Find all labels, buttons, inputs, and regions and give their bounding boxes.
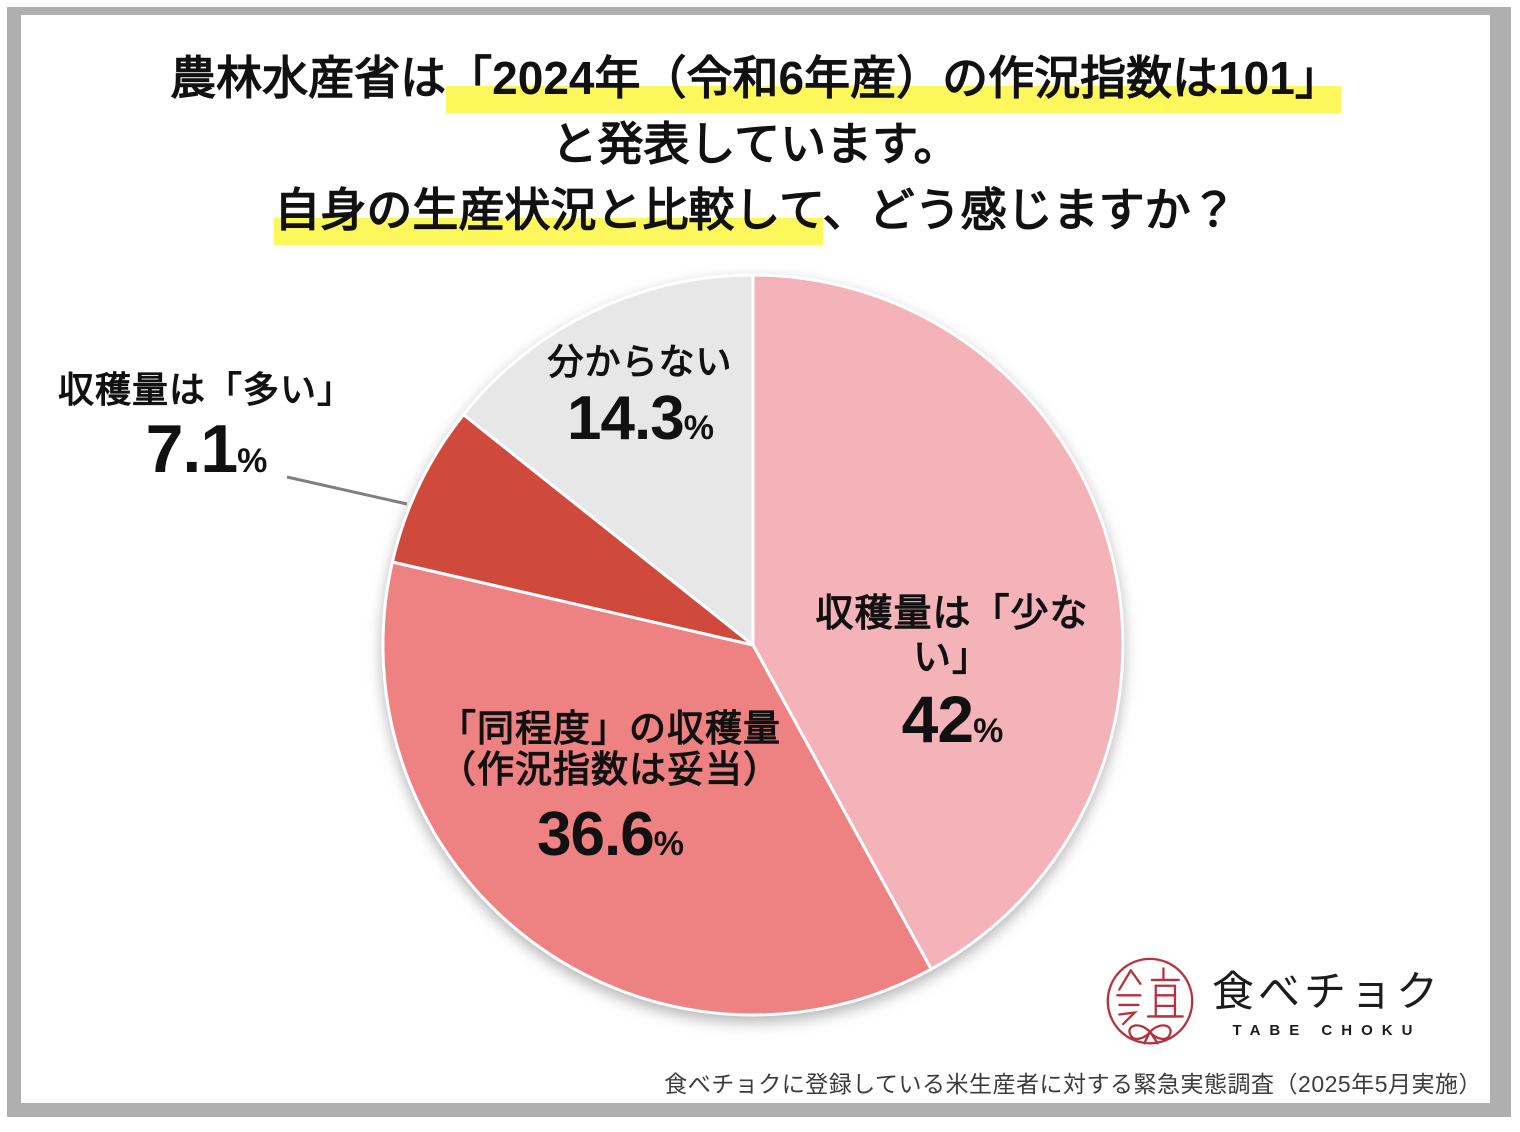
tabechoku-logo-text: 食べチョク TABE CHOKU bbox=[1212, 968, 1442, 1039]
slice-label-more-text: 収穫量は「多い」 bbox=[57, 369, 354, 410]
slice-label-unknown-text: 分からない bbox=[547, 341, 733, 382]
slice-label-less-value: 42% bbox=[901, 682, 1004, 756]
title-line3-highlighted: 自身の生産状況と比較して bbox=[274, 184, 823, 245]
logo-subname: TABE CHOKU bbox=[1232, 1021, 1422, 1039]
pie-slice-0 bbox=[751, 273, 1125, 971]
pie-chart: 分からない 14.3% 収穫量は「少ない」 42% 「同程度」の収穫量 （作況指… bbox=[21, 240, 1490, 1103]
page-title: 農林水産省は「2024年（令和6年産）の作況指数は101」 と発表しています。 … bbox=[21, 45, 1490, 245]
infographic-card: 農林水産省は「2024年（令和6年産）の作況指数は101」 と発表しています。 … bbox=[21, 15, 1490, 1103]
percent-sign: % bbox=[653, 825, 684, 863]
title-line-1: 農林水産省は「2024年（令和6年産）の作況指数は101」 bbox=[21, 45, 1490, 113]
slice-label-less-text: 収穫量は「少ない」 bbox=[815, 593, 1089, 679]
leader-line-more-slice bbox=[286, 475, 408, 506]
tabechoku-logo: 食べチョク TABE CHOKU bbox=[1102, 955, 1442, 1051]
title-line1-prefix: 農林水産省は bbox=[170, 52, 447, 104]
pie-slice-3 bbox=[462, 273, 755, 647]
pie-chart-svg bbox=[286, 273, 1125, 1017]
slice-label-more: 収穫量は「多い」 7.1% bbox=[51, 368, 361, 486]
pie-slices bbox=[381, 273, 1125, 1017]
slice-label-same-text-line1: 「同程度」の収穫量 bbox=[439, 708, 781, 749]
slice-label-same-text-line2: （作況指数は妥当） bbox=[439, 749, 781, 790]
percent-sign: % bbox=[973, 712, 1003, 750]
slice-label-same: 「同程度」の収穫量 （作況指数は妥当） 36.6% bbox=[435, 708, 785, 870]
tabechoku-logo-mark bbox=[1106, 957, 1194, 1045]
title-line-3: 自身の生産状況と比較して、どう感じますか？ bbox=[21, 177, 1490, 245]
pie-slice-1 bbox=[381, 560, 933, 1017]
slice-label-less: 収穫量は「少ない」 42% bbox=[787, 592, 1117, 758]
percent-sign: % bbox=[683, 409, 714, 447]
slice-label-unknown-value: 14.3% bbox=[567, 384, 714, 453]
title-line-2: と発表しています。 bbox=[551, 118, 960, 170]
slice-label-same-value: 36.6% bbox=[537, 800, 684, 869]
logo-name: 食べチョク bbox=[1211, 967, 1442, 1015]
slice-label-more-value: 7.1% bbox=[145, 411, 268, 487]
title-line3-suffix: 、どう感じますか？ bbox=[822, 184, 1237, 236]
pie-slice-2 bbox=[390, 413, 755, 647]
percent-sign: % bbox=[237, 442, 267, 480]
title-line1-highlighted: 「2024年（令和6年産）の作況指数は101」 bbox=[446, 52, 1341, 113]
slice-label-unknown: 分からない 14.3% bbox=[475, 340, 805, 454]
survey-source-note: 食べチョクに登録している米生産者に対する緊急実態調査（2025年5月実施） bbox=[664, 1071, 1482, 1097]
